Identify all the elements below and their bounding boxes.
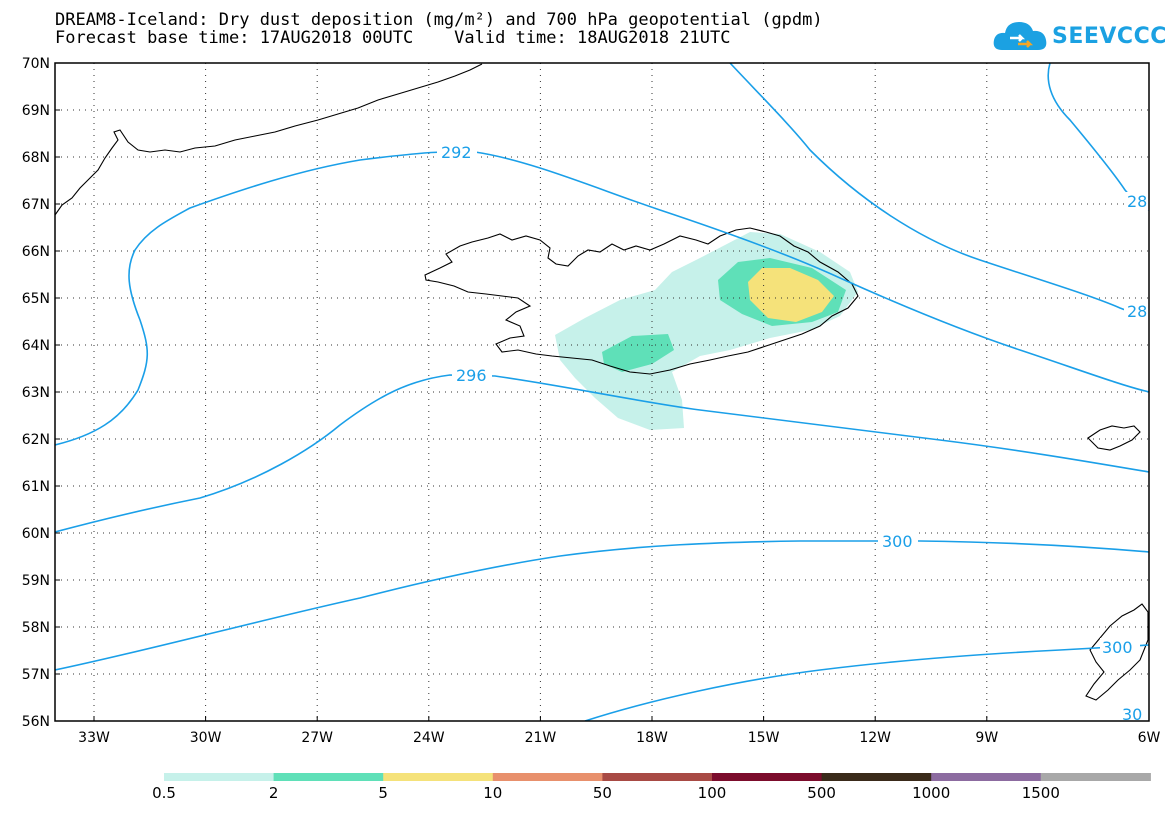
colorbar-label: 2 <box>268 784 279 802</box>
colorbar-label: 0.5 <box>152 784 176 802</box>
coastlines <box>55 63 1149 701</box>
contour-label: 292 <box>441 143 472 162</box>
colorbar-swatch <box>931 773 1042 781</box>
colorbar-label: 50 <box>592 784 612 802</box>
latitude-tick-label: 63N <box>22 385 50 401</box>
contour-label: 28 <box>1127 302 1147 321</box>
longitude-tick-label: 27W <box>301 730 333 746</box>
cloud-logo-icon <box>993 22 1047 50</box>
latitude-tick-label: 64N <box>22 338 50 354</box>
colorbar <box>164 773 1151 781</box>
latitude-tick-label: 59N <box>22 573 50 589</box>
longitude-tick-label: 15W <box>748 730 780 746</box>
latitude-tick-label: 56N <box>22 714 50 730</box>
colorbar-label: 1000 <box>912 784 951 802</box>
latitude-tick-label: 57N <box>22 667 50 683</box>
geopotential-contours <box>55 63 1149 721</box>
scotland-coast <box>1085 603 1149 701</box>
contour-label: 300 <box>882 532 913 551</box>
colorbar-swatch <box>492 773 603 781</box>
latitude-tick-label: 68N <box>22 150 50 166</box>
longitude-tick-label: 33W <box>78 730 110 746</box>
colorbar-label: 1500 <box>1021 784 1060 802</box>
contour-label: 300 <box>1102 638 1133 657</box>
contour-label-bg <box>437 143 1149 721</box>
dust-level-2b <box>602 334 674 372</box>
colorbar-label: 10 <box>483 784 503 802</box>
latitude-tick-label: 67N <box>22 197 50 213</box>
latitude-tick-label: 65N <box>22 291 50 307</box>
latitude-tick-label: 62N <box>22 432 50 448</box>
latitude-labels: 70N 69N 68N 67N 66N 65N 64N 63N 62N 61N 60N 59N 58N 5… <box>22 56 60 730</box>
logo-label: SEEVCCC <box>1052 24 1167 49</box>
longitude-tick-label: 12W <box>859 730 891 746</box>
colorbar-swatch <box>602 773 713 781</box>
longitude-tick-label: 18W <box>636 730 668 746</box>
graticule <box>55 63 1149 721</box>
latitude-tick-label: 61N <box>22 479 50 495</box>
contour-ne2 <box>1047 63 1149 211</box>
colorbar-swatch <box>1040 773 1151 781</box>
colorbar-label: 5 <box>378 784 388 802</box>
longitude-tick-label: 21W <box>525 730 557 746</box>
dust-shading <box>555 232 858 430</box>
latitude-tick-label: 70N <box>22 56 50 72</box>
colorbar-swatch <box>821 773 932 781</box>
greenland-coast <box>55 63 483 216</box>
contour-label: 28 <box>1127 192 1147 211</box>
map-title: DREAM8-Iceland: Dry dust deposition (mg/… <box>55 10 823 30</box>
contour-292 <box>55 151 1149 446</box>
contour-labels: 292 296 300 28 28 300 30 <box>441 143 1147 724</box>
latitude-tick-label: 66N <box>22 244 50 260</box>
colorbar-swatch <box>383 773 494 781</box>
longitude-tick-label: 30W <box>190 730 222 746</box>
colorbar-swatch <box>164 773 275 781</box>
contour-ne1 <box>729 63 1149 319</box>
latitude-tick-label: 60N <box>22 526 50 542</box>
longitude-tick-label: 9W <box>975 730 998 746</box>
latitude-tick-label: 69N <box>22 103 50 119</box>
contour-label: 296 <box>456 366 487 385</box>
dust-level-5 <box>748 268 834 322</box>
iceland-coast <box>424 227 859 375</box>
contour-300 <box>55 540 1149 671</box>
longitude-tick-label: 24W <box>413 730 445 746</box>
faroe-coast <box>1087 425 1141 451</box>
colorbar-label: 100 <box>697 784 727 802</box>
map-subtitle: Forecast base time: 17AUG2018 00UTC Vali… <box>55 28 731 48</box>
contour-296 <box>55 374 1149 533</box>
colorbar-swatch <box>273 773 384 781</box>
contour-label: 30 <box>1122 705 1142 724</box>
longitude-tick-label: 6W <box>1138 730 1161 746</box>
colorbar-swatch <box>712 773 823 781</box>
latitude-tick-label: 58N <box>22 620 50 636</box>
colorbar-label: 500 <box>807 784 836 802</box>
contour-sw <box>584 644 1149 721</box>
dust-level-0.5 <box>555 232 858 430</box>
longitude-labels: 33W 30W 27W 24W 21W 18W 15W 12W 9W 6W <box>78 716 1161 746</box>
seevccc-logo: SEEVCCC <box>992 16 1166 58</box>
